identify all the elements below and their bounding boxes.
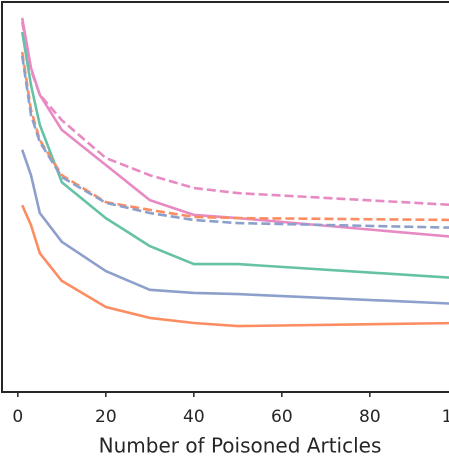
x-tick-label: 40 — [183, 407, 205, 427]
x-tick-label: 60 — [271, 407, 293, 427]
plot-frame — [1, 1, 449, 393]
series-line — [20, 31, 449, 279]
x-tick-label: 0 — [12, 407, 23, 427]
x-tick-label: 100 — [442, 407, 449, 427]
x-tick-label: 20 — [95, 407, 117, 427]
series-line — [20, 149, 449, 305]
series-line — [20, 17, 449, 238]
x-tick-label: 80 — [359, 407, 381, 427]
series-line — [20, 51, 449, 222]
series-line — [20, 21, 449, 207]
x-axis-label: Number of Poisoned Articles — [99, 434, 382, 458]
series-line — [20, 55, 449, 229]
series-line — [21, 204, 449, 328]
